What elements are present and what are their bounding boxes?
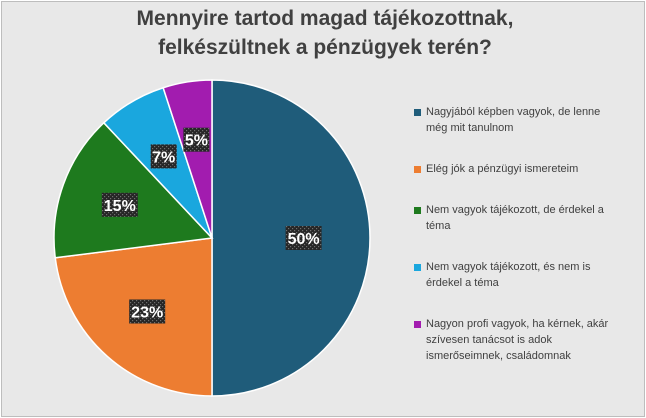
legend-label-line: Nem vagyok tájékozott, és nem is [426,261,591,273]
data-label: 7% [150,144,177,169]
data-label-box [183,127,210,152]
legend-item: Nem vagyok tájékozott, és nem is érdekel … [414,259,639,291]
data-label-box [101,192,138,217]
legend-label-line: szívesen tanácsot is adok [426,334,552,346]
legend-swatch [414,109,421,116]
chart-title-line-2: felkészültnek a pénzügyek terén? [158,36,492,59]
legend-label-line: Elég jók a pénzügyi ismereteim [426,163,579,175]
legend: Nagyjából képben vagyok, de lenne még mit… [414,104,639,364]
data-label-text: 15% [104,198,136,215]
legend-label-line: Nem vagyok tájékozott, de érdekel a [426,204,604,216]
pie-slice [162,79,213,239]
legend-label-line: még mit tanulnom [426,122,514,134]
legend-swatch [414,321,421,328]
data-label-box [285,226,322,250]
legend-swatch [414,264,421,271]
data-label: 15% [101,192,138,217]
legend-swatch [414,166,421,173]
legend-label-line: téma [426,220,451,232]
data-label-box [129,299,166,324]
legend-item: Nem vagyok tájékozott, de érdekel a téma [414,202,639,234]
pie-slice [53,121,214,259]
data-label-text: 50% [288,231,320,248]
legend-label-line: érdekel a téma [426,277,499,289]
data-label: 5% [183,127,210,152]
legend-item: Elég jók a pénzügyi ismereteim [414,161,639,177]
chart-title: Mennyire tartod magad tájékozottnak, fel… [20,4,630,62]
legend-item: Nagyon profi vagyok, ha kérnek, akár szív… [414,316,639,364]
legend-item: Nagyjából képben vagyok, de lenne még mit… [414,104,639,136]
data-label-box [150,144,177,169]
legend-label-line: Nagyon profi vagyok, ha kérnek, akár [426,318,609,330]
data-label: 50% [285,226,322,250]
data-label-text: 5% [185,133,208,150]
data-label-text: 23% [131,305,163,322]
data-label: 23% [129,299,166,324]
legend-label-line: Nagyjából képben vagyok, de lenne [426,106,601,118]
chart-title-line-1: Mennyire tartod magad tájékozottnak, [136,7,514,30]
legend-label-line: ismerőseimnek, családomnak [426,350,571,362]
data-label-text: 7% [152,149,175,166]
legend-swatch [414,207,421,214]
